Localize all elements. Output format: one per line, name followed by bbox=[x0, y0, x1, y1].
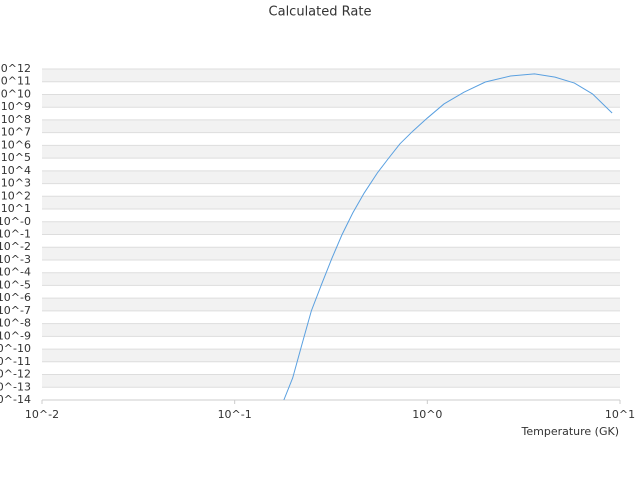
grid-band bbox=[42, 247, 620, 260]
grid-band bbox=[42, 145, 620, 159]
y-tick-label: 10^1 bbox=[1, 202, 31, 215]
y-tick-label: 10^-4 bbox=[0, 266, 31, 279]
x-tick-label: 10^-1 bbox=[218, 408, 252, 421]
y-tick-label: 10^5 bbox=[1, 151, 31, 164]
y-tick-label: 10^-2 bbox=[0, 240, 31, 253]
y-tick-label: 10^6 bbox=[1, 138, 31, 151]
grid-band bbox=[42, 272, 620, 286]
y-tick-label: 10^2 bbox=[1, 189, 31, 202]
y-tick-label: 10^-5 bbox=[0, 278, 31, 291]
y-tick-label: 10^9 bbox=[1, 100, 31, 113]
grid-band bbox=[42, 170, 620, 184]
y-tick-label: 10^-12 bbox=[0, 368, 31, 381]
y-tick-label: 10^4 bbox=[1, 164, 31, 177]
y-tick-label: 10^-6 bbox=[0, 291, 31, 304]
y-tick-label: 10^7 bbox=[1, 126, 31, 139]
y-tick-label: 10^-13 bbox=[0, 380, 31, 393]
data-line bbox=[283, 73, 613, 400]
y-tick-label: 10^-7 bbox=[0, 304, 31, 317]
x-tick-label: 10^1 bbox=[605, 408, 635, 421]
y-tick-label: 10^-9 bbox=[0, 329, 31, 342]
x-tick-label: 10^0 bbox=[412, 408, 442, 421]
y-tick-label: 10^11 bbox=[0, 75, 31, 88]
y-tick-label: 10^-0 bbox=[0, 215, 31, 228]
y-tick-label: 10^-11 bbox=[0, 355, 31, 368]
grid-band bbox=[42, 196, 620, 210]
grid bbox=[42, 68, 620, 401]
y-tick-label: 10^-3 bbox=[0, 253, 31, 266]
y-tick-label: 10^10 bbox=[0, 87, 31, 100]
grid-band bbox=[42, 349, 620, 362]
grid-band bbox=[42, 374, 620, 388]
grid-band bbox=[42, 221, 620, 235]
y-tick-label: 10^8 bbox=[1, 113, 31, 126]
chart-title: Calculated Rate bbox=[269, 5, 372, 20]
grid-band bbox=[42, 323, 620, 337]
y-tick-label: 10^12 bbox=[0, 62, 31, 75]
y-tick-label: 10^-1 bbox=[0, 228, 31, 241]
grid-band bbox=[42, 298, 620, 311]
grid-band bbox=[42, 69, 620, 82]
y-tick-label: 10^-8 bbox=[0, 317, 31, 330]
x-axis-label: Temperature (GK) bbox=[521, 425, 620, 438]
grid-band bbox=[42, 119, 620, 133]
grid-band bbox=[42, 94, 620, 108]
y-tick-label: 10^-14 bbox=[0, 393, 31, 406]
y-tick-label: 10^3 bbox=[1, 177, 31, 190]
y-tick-label: 10^-10 bbox=[0, 342, 31, 355]
x-tick-label: 10^-2 bbox=[25, 408, 59, 421]
